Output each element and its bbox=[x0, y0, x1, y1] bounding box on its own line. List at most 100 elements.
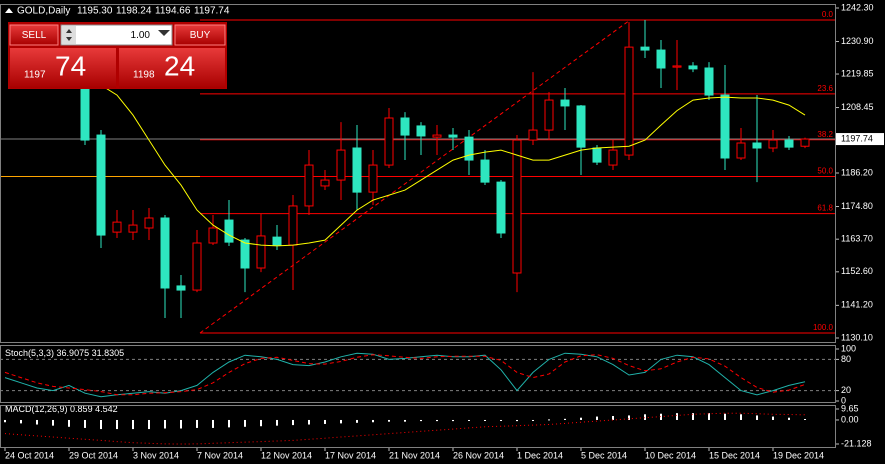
x-tick-label: 29 Oct 2014 bbox=[69, 450, 118, 460]
ask-pips: 24 bbox=[164, 50, 195, 81]
candle-body bbox=[208, 227, 218, 244]
candle-body bbox=[752, 142, 762, 149]
candle-body bbox=[528, 129, 538, 141]
histogram-bar bbox=[388, 419, 390, 422]
histogram-bar bbox=[580, 417, 582, 420]
candle-body bbox=[272, 236, 282, 246]
candle-body bbox=[656, 49, 666, 69]
indicator-line bbox=[4, 354, 806, 396]
candle-body bbox=[464, 136, 474, 161]
sell-button[interactable] bbox=[9, 24, 59, 46]
histogram-bar bbox=[164, 419, 166, 429]
fib-label: 0.0 bbox=[822, 10, 834, 19]
header: GOLD,Daily 1195.30 1198.24 1194.66 1197.… bbox=[5, 6, 230, 17]
y-tick-label: 0 bbox=[841, 395, 846, 405]
fib-label: 38.2 bbox=[817, 130, 833, 139]
y-tick-label: 0.00 bbox=[841, 414, 859, 424]
histogram-bar bbox=[692, 413, 694, 420]
bid-box[interactable] bbox=[10, 48, 116, 88]
x-tick-label: 12 Nov 2014 bbox=[261, 450, 312, 460]
buy-button[interactable] bbox=[174, 24, 226, 46]
y-tick-label: -21.128 bbox=[841, 438, 872, 448]
histogram-bar bbox=[404, 419, 406, 422]
moving-average bbox=[100, 84, 806, 247]
candle-body bbox=[432, 134, 442, 138]
histogram-bar bbox=[772, 416, 774, 420]
histogram-bar bbox=[788, 417, 790, 420]
candle-body bbox=[544, 99, 554, 131]
candle-body bbox=[160, 217, 170, 289]
header-open: 1195.30 bbox=[77, 6, 113, 17]
histogram-bar bbox=[644, 414, 646, 420]
x-tick-label: 26 Nov 2014 bbox=[453, 450, 504, 460]
spinner-arrows bbox=[66, 29, 72, 41]
x-tick-label: 17 Nov 2014 bbox=[325, 450, 376, 460]
candle-body bbox=[192, 242, 202, 291]
main-frame bbox=[0, 4, 836, 343]
current-price: 1197.74 bbox=[841, 133, 873, 143]
candle-body bbox=[480, 159, 490, 183]
candle-body bbox=[784, 139, 794, 148]
candle-body bbox=[128, 224, 138, 233]
lot-dropdown[interactable] bbox=[158, 30, 170, 36]
histogram-bar bbox=[804, 418, 806, 420]
header-high: 1198.24 bbox=[116, 6, 152, 17]
sell-label: SELL bbox=[22, 30, 47, 41]
candle-body bbox=[704, 67, 714, 96]
header-close: 1197.74 bbox=[194, 6, 230, 17]
bid-pips: 74 bbox=[55, 50, 86, 81]
histogram-bar bbox=[356, 419, 358, 423]
histogram-bar bbox=[228, 419, 230, 428]
candle-body bbox=[96, 134, 106, 236]
buy-label: BUY bbox=[190, 30, 211, 41]
ask-prefix: 1198 bbox=[133, 70, 155, 81]
histogram-bar bbox=[212, 419, 214, 428]
histogram-bar bbox=[612, 415, 614, 420]
indicator-title: Stoch(5,3,3) 36.9075 31.8305 bbox=[5, 348, 124, 358]
candle-body bbox=[224, 219, 234, 243]
candle-body bbox=[624, 46, 634, 156]
candle-body bbox=[240, 239, 250, 269]
lot-spinner[interactable] bbox=[62, 26, 76, 44]
candle-body bbox=[176, 285, 186, 291]
histogram-bar bbox=[468, 419, 470, 421]
last-value: 31.8305 bbox=[92, 348, 125, 358]
x-tick-label: 19 Dec 2014 bbox=[773, 450, 824, 460]
histogram-bar bbox=[68, 419, 70, 427]
candle-body bbox=[112, 221, 122, 233]
candle-body bbox=[400, 117, 410, 136]
trade-panel: SELL 1.00 BUY 1197 74 1198 24 bbox=[8, 22, 227, 89]
y-tick-label: 1208.45 bbox=[841, 102, 874, 112]
indicator-line bbox=[4, 352, 806, 398]
histogram-bar bbox=[260, 419, 262, 427]
candle-body bbox=[720, 94, 730, 159]
candle-body bbox=[320, 179, 330, 187]
histogram-bar bbox=[308, 419, 310, 425]
histogram-bar bbox=[52, 419, 54, 426]
histogram-bar bbox=[276, 419, 278, 426]
histogram-bar bbox=[180, 419, 182, 429]
y-tick-label: 9.65 bbox=[841, 403, 859, 413]
macd-frame bbox=[0, 405, 836, 448]
histogram-bar bbox=[708, 413, 710, 420]
header-low: 1194.66 bbox=[155, 6, 191, 17]
histogram-bar bbox=[484, 419, 486, 421]
candle-body bbox=[640, 46, 650, 51]
histogram-bar bbox=[420, 419, 422, 422]
lot-input[interactable] bbox=[60, 24, 173, 46]
signal-line bbox=[4, 412, 806, 445]
y-tick-label: 1219.85 bbox=[841, 68, 874, 78]
y-tick-label: 80 bbox=[841, 354, 851, 364]
histogram-bar bbox=[20, 419, 22, 424]
candle-body bbox=[800, 138, 810, 147]
candle-body bbox=[736, 142, 746, 159]
fib-trend bbox=[199, 19, 631, 334]
price-box bbox=[836, 133, 884, 146]
histogram-bar bbox=[756, 415, 758, 420]
y-tick-label: 1230.90 bbox=[841, 36, 874, 46]
candle-body bbox=[80, 84, 90, 141]
histogram-bar bbox=[148, 419, 150, 430]
histogram-bar bbox=[532, 419, 534, 421]
x-tick-label: 5 Dec 2014 bbox=[581, 450, 627, 460]
ask-box[interactable] bbox=[119, 48, 225, 88]
